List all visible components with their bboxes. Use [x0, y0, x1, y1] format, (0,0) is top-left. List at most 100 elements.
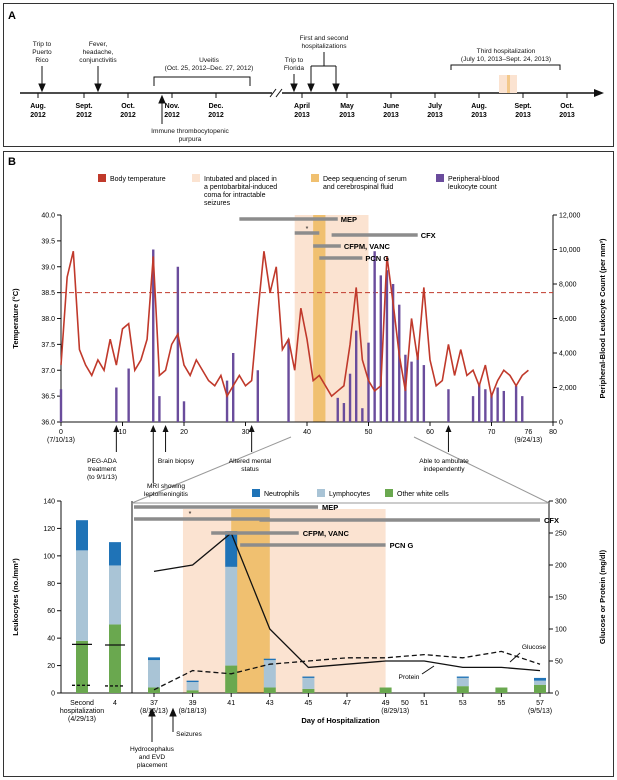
leukocyte-bar — [484, 389, 487, 422]
annot-ams-2: status — [241, 466, 259, 473]
bottom-x-tick-label: 41 — [227, 700, 235, 707]
third-hosp-deepseq — [507, 75, 510, 93]
leukocyte-bar — [496, 387, 499, 422]
bottom-drug-label-mep: MEP — [322, 503, 338, 512]
month-year: 2013 — [515, 112, 531, 119]
axis-break-1 — [269, 88, 277, 98]
y-tick-label: 36.0 — [41, 420, 55, 427]
csf-other-bar — [379, 687, 392, 693]
zoom-line-right — [413, 436, 550, 504]
csf-other-bar — [148, 687, 160, 693]
csf-lymph-bar — [225, 566, 238, 666]
x-tick-label: 20 — [180, 429, 188, 436]
y-tick-label: 39.0 — [41, 264, 55, 271]
leader-glucose — [509, 652, 521, 663]
leukocyte-bar — [521, 396, 524, 422]
leukocyte-bar — [336, 397, 339, 422]
month-year: 2013 — [383, 112, 399, 119]
arrowhead-fever — [94, 83, 102, 93]
legend-other-swatch — [385, 489, 393, 497]
month-label: July — [428, 103, 442, 110]
bottom-x-axis-title: Day of Hospitalization — [301, 716, 380, 725]
x-tick-label: 10 — [119, 429, 127, 436]
event-fever-1: Fever, — [89, 41, 107, 48]
bottom-x-tick-label: 43 — [266, 700, 274, 707]
leukocyte-bar — [416, 353, 419, 422]
csf-neut-bar — [456, 676, 469, 678]
annot-ambulate-2: independently — [423, 466, 465, 473]
deep-seq-shade — [313, 215, 326, 422]
arrowhead-hydro — [148, 707, 156, 717]
legend-lymph-swatch — [317, 489, 325, 497]
y2-tick-label: 12,000 — [559, 213, 581, 220]
bottom-x-tick-label: 53 — [459, 700, 467, 707]
arrowhead-biopsy — [162, 425, 169, 432]
csf-neut-bar — [534, 677, 546, 681]
event-trip-fl-2: Florida — [284, 65, 304, 72]
x-end-day: 76 — [525, 429, 533, 436]
event-itp-2: purpura — [179, 136, 202, 143]
top-chart: 36.0 36.5 37.0 37.5 38.0 38.5 39.0 39.5 40.0 0 2,0… — [11, 213, 607, 483]
annot-mri-1: MRI showing — [147, 483, 185, 490]
leukocyte-bar — [422, 365, 426, 422]
annot-peg-3: (to 9/1/13) — [87, 474, 117, 481]
csf-neut-bar — [263, 658, 276, 661]
glucose-line — [153, 650, 541, 691]
arrowhead-peg — [113, 425, 120, 432]
csf-lymph-bar — [456, 677, 469, 687]
month-label: Nov. — [165, 103, 180, 110]
leukocyte-bar — [391, 284, 395, 422]
bottom-x-tick-50: 50 — [401, 700, 409, 707]
second-hosp-neutrophils-bar — [109, 542, 121, 566]
csf-lymph-bar — [148, 660, 160, 688]
bottom-y2-tick-label: 200 — [555, 563, 567, 570]
panel-b-svg: B Body temperature Intubated and placed … — [8, 156, 607, 769]
event-fever-2: headache, — [83, 49, 114, 56]
legend-lymph-label: Lymphocytes — [329, 491, 370, 498]
leader-protein — [421, 665, 435, 675]
csf-other-bar — [495, 687, 508, 693]
bottom-x-tick-label: 45 — [305, 700, 313, 707]
panel-b-clinical-course: B Body temperature Intubated and placed … — [3, 151, 614, 777]
drug-label-cfx: CFX — [421, 231, 436, 240]
leukocyte-bar — [379, 275, 382, 422]
annot-mri-2: leptomeningitis — [144, 491, 189, 498]
bottom-deep-seq-shade — [231, 509, 270, 693]
second-hosp-label-1: Second — [70, 700, 94, 707]
leukocyte-bar — [410, 361, 413, 422]
panel-a-letter: A — [8, 10, 16, 22]
annot-glucose: Glucose — [522, 644, 547, 651]
csf-lymph-bar — [186, 682, 199, 691]
month-label: Oct. — [560, 103, 574, 110]
legend-wbc-1: Peripheral-blood — [448, 176, 499, 183]
bottom-y-axis-title: Leukocytes (no./mm³) — [11, 558, 20, 636]
month-year: 2012 — [208, 112, 224, 119]
third-hosp-bracket — [450, 64, 561, 70]
csf-other-bar — [263, 687, 276, 693]
bottom-x-date-39: (8/18/13) — [179, 708, 207, 715]
csf-neut-bar — [302, 676, 315, 678]
event-hosp-1: First and second — [300, 35, 349, 42]
second-hosp-label-2: hospitalization — [60, 708, 104, 715]
axis-break-2 — [275, 88, 283, 98]
bottom-y2-axis-title: Glucose or Protein (mg/dl) — [598, 549, 607, 644]
y-tick-label: 36.5 — [41, 394, 55, 401]
x-tick-label: 30 — [242, 429, 250, 436]
panel-b-letter: B — [8, 156, 16, 168]
legend-neut-label: Neutrophils — [264, 491, 300, 498]
legend-intubated-swatch — [192, 174, 200, 182]
bottom-y2-tick-label: 250 — [555, 531, 567, 538]
leukocyte-bar — [342, 403, 346, 422]
panel-a-timeline: A Aug. 2012 Sept. 2012 Oct. 2012 Nov. 2012 Dec. 2… — [3, 3, 614, 147]
y-tick-label: 37.0 — [41, 368, 55, 375]
leukocyte-bar — [152, 249, 155, 422]
annot-seizures: Seizures — [176, 731, 202, 738]
bottom-y-tick-label: 20 — [47, 663, 55, 670]
arrowhead-mri — [150, 425, 157, 432]
legend-wbc-2: leukocyte count — [448, 184, 497, 191]
annot-peg-2: treatment — [88, 466, 116, 473]
y-tick-label: 39.5 — [41, 238, 55, 245]
leukocyte-bar — [398, 304, 401, 422]
arrowhead-trip-pr — [38, 83, 46, 93]
